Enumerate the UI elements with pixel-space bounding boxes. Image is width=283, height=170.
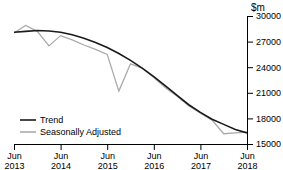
x-tick-label: Jun2018 (237, 151, 257, 170)
lines (14, 25, 247, 133)
x-tick: Jun2015 (98, 144, 118, 170)
series-line (14, 25, 247, 133)
y-tick: 18000 (247, 114, 281, 124)
legend-swatch (20, 131, 36, 133)
y-tick-label: 15000 (256, 139, 281, 149)
y-axis: 150001800021000240002700030000 (247, 11, 281, 149)
y-tick-mark (247, 42, 253, 43)
legend: Trend Seasonally Adjusted (20, 115, 121, 137)
x-tick-label: Jun2013 (4, 151, 24, 170)
y-tick-mark (247, 16, 253, 17)
y-tick: 21000 (247, 88, 281, 98)
y-axis-title: $m (251, 2, 265, 13)
y-tick: 24000 (247, 63, 281, 73)
x-tick-mark (61, 144, 62, 150)
y-tick-mark (247, 93, 253, 94)
y-tick-mark (247, 118, 253, 119)
x-tick-mark (14, 144, 15, 150)
x-tick-mark (154, 144, 155, 150)
x-tick: Jun2016 (144, 144, 164, 170)
x-tick-label: Jun2014 (51, 151, 71, 170)
chart: Jun2013 Jun2014 Jun2015 Jun2016 Jun2017 Jun20… (0, 0, 283, 170)
legend-item: Seasonally Adjusted (20, 127, 121, 137)
x-tick-mark (200, 144, 201, 150)
x-tick: Jun2017 (191, 144, 211, 170)
x-tick: Jun2013 (4, 144, 24, 170)
x-tick-mark (107, 144, 108, 150)
y-tick: 27000 (247, 37, 281, 47)
x-tick-label: Jun2015 (98, 151, 118, 170)
x-tick: Jun2018 (237, 144, 257, 170)
x-tick: Jun2014 (51, 144, 71, 170)
x-tick-label: Jun2016 (144, 151, 164, 170)
legend-swatch (20, 119, 36, 121)
x-tick-label: Jun2017 (191, 151, 211, 170)
y-axis-line (248, 17, 254, 145)
y-tick-label: 24000 (256, 63, 281, 73)
y-tick-label: 27000 (256, 37, 281, 47)
x-axis: Jun2013 Jun2014 Jun2015 Jun2016 Jun2017 Jun20… (4, 144, 257, 170)
legend-label: Trend (40, 115, 63, 125)
plot: Jun2013 Jun2014 Jun2015 Jun2016 Jun2017 Jun20… (4, 2, 281, 170)
series-line (14, 31, 247, 133)
y-tick-label: 21000 (256, 88, 281, 98)
y-tick: 15000 (247, 139, 281, 149)
legend-label: Seasonally Adjusted (40, 127, 121, 137)
y-tick-mark (247, 144, 253, 145)
y-tick-label: 18000 (256, 114, 281, 124)
legend-item: Trend (20, 115, 63, 125)
y-tick-mark (247, 67, 253, 68)
x-axis-line (15, 145, 248, 151)
